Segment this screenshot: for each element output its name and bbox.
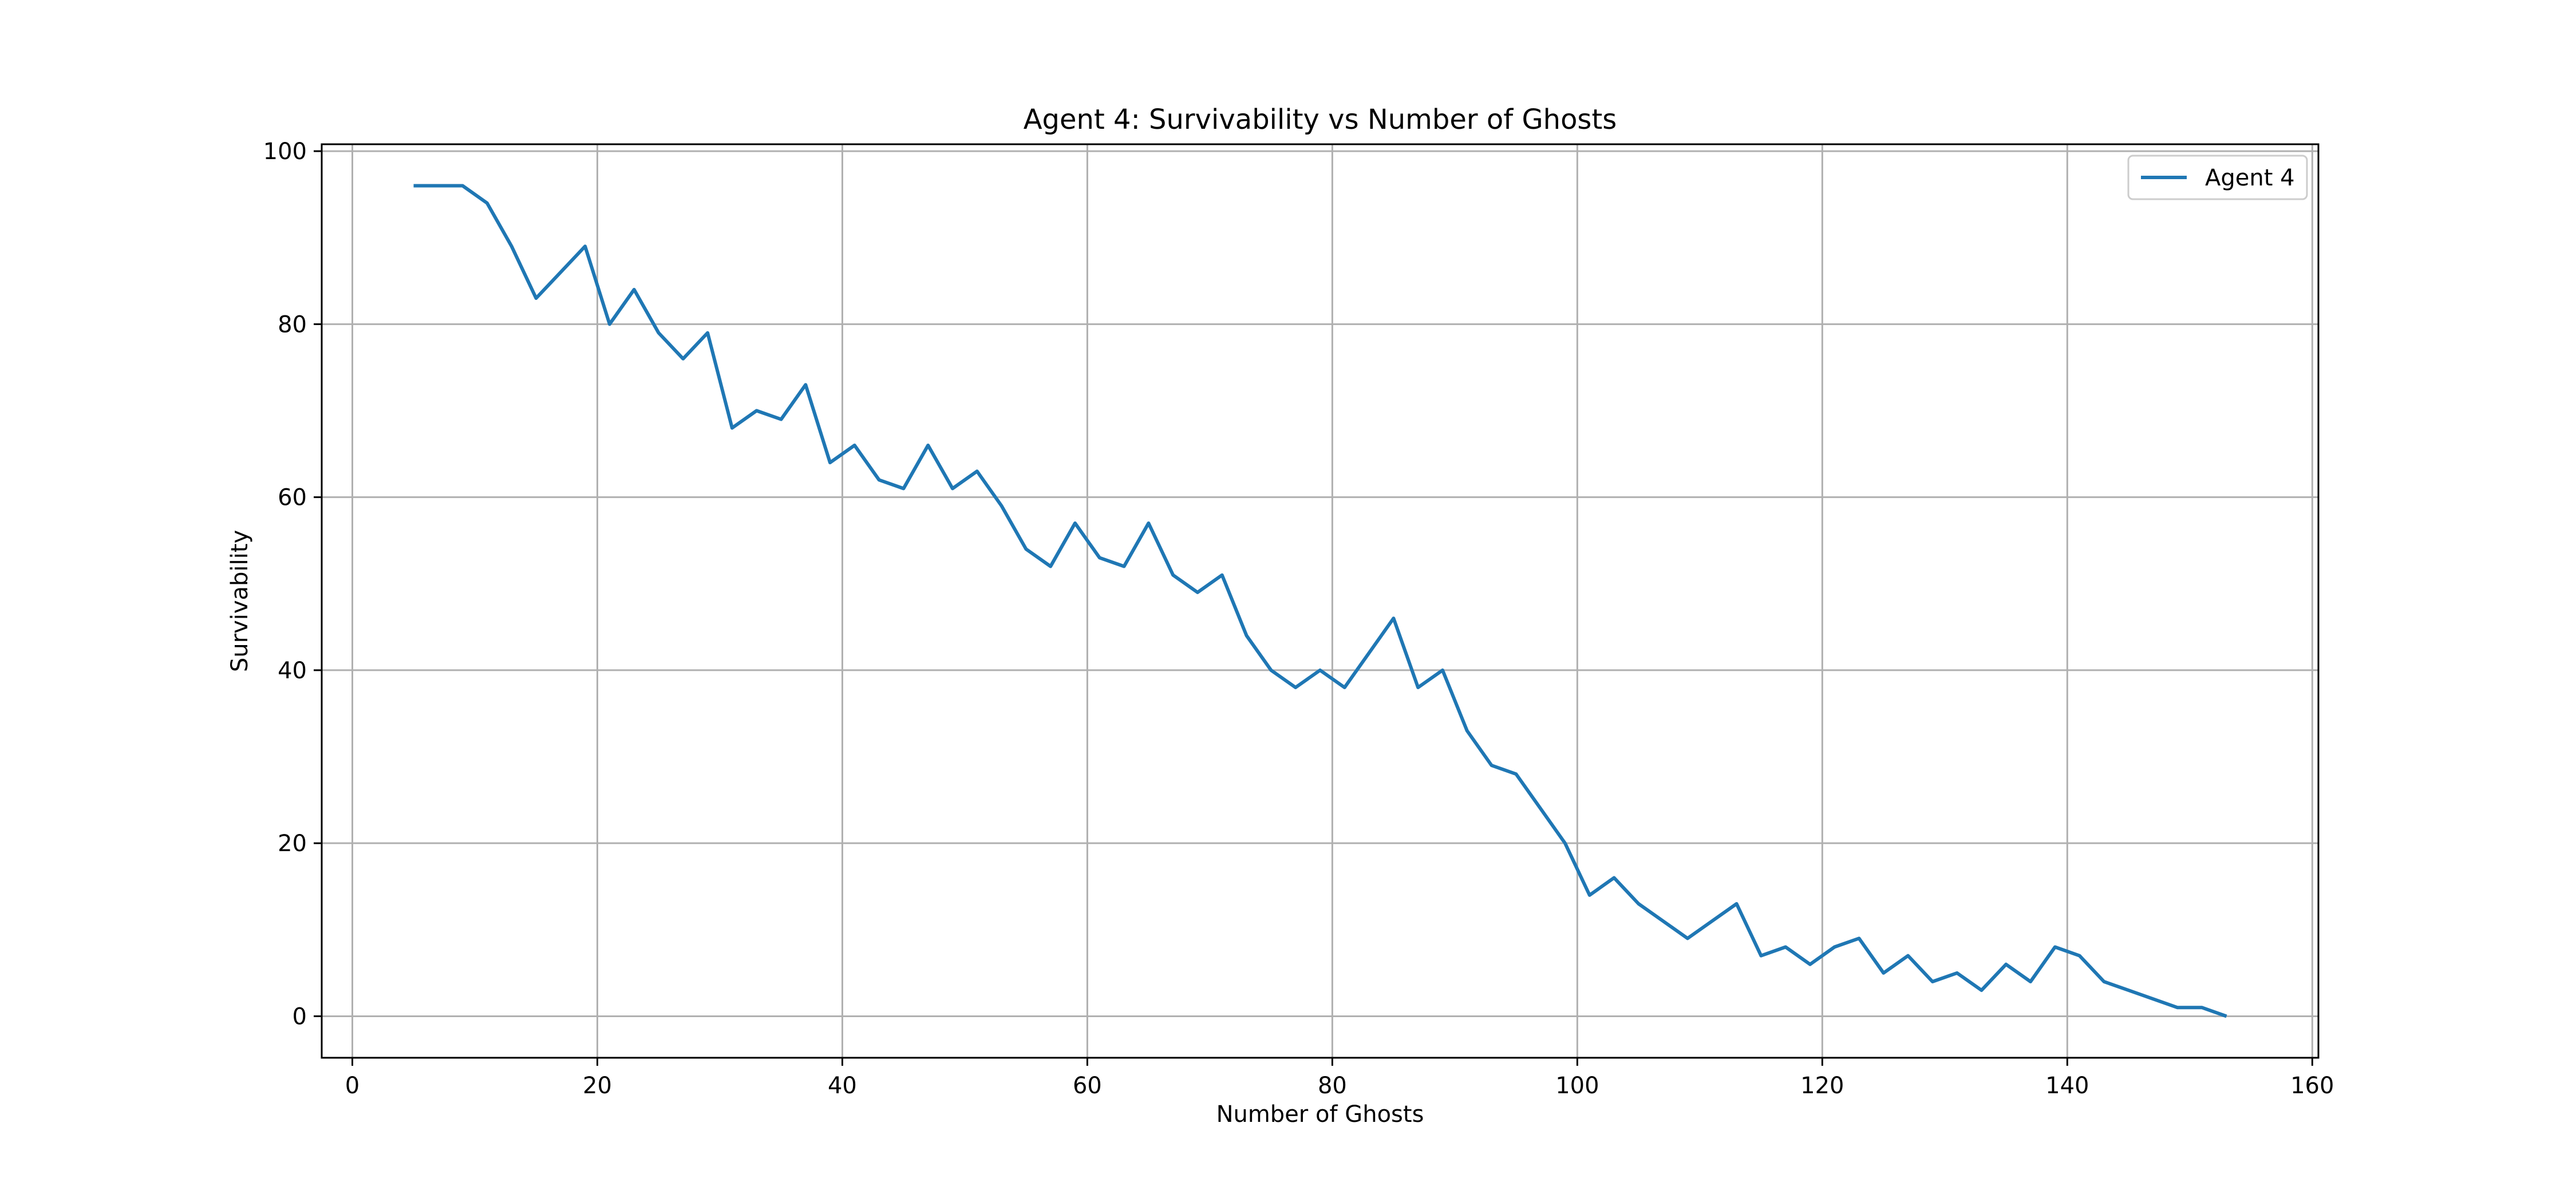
y-axis-ticks: 0 20 40 60 80 100 <box>263 139 322 1030</box>
y-tick-label: 60 <box>278 485 307 511</box>
y-tick-label: 0 <box>293 1003 307 1030</box>
x-tick-label: 100 <box>1555 1073 1599 1099</box>
y-axis-label: Survivability <box>227 530 253 672</box>
x-tick-label: 140 <box>2045 1073 2089 1099</box>
x-tick-label: 160 <box>2290 1073 2334 1099</box>
x-tick-label: 20 <box>583 1073 612 1099</box>
series-line-agent-4 <box>413 184 2227 1018</box>
x-tick-label: 0 <box>345 1073 359 1099</box>
x-tick-label: 120 <box>1800 1073 1844 1099</box>
legend-box <box>2127 155 2308 200</box>
chart-title: Agent 4: Survivability vs Number of Ghos… <box>1024 104 1617 136</box>
x-tick-label: 60 <box>1073 1073 1102 1099</box>
y-tick-label: 40 <box>278 658 307 684</box>
y-tick-label: 100 <box>263 139 307 165</box>
legend: Agent 4 <box>2127 155 2308 200</box>
x-axis-label: Number of Ghosts <box>1216 1101 1424 1128</box>
x-tick-label: 80 <box>1318 1073 1347 1099</box>
plot-area <box>322 144 2318 1058</box>
y-tick-label: 80 <box>278 311 307 338</box>
x-axis-ticks: 0 20 40 60 80 100 120 140 160 <box>345 1058 2334 1099</box>
plot-frame <box>321 143 2320 1059</box>
legend-label-agent-4: Agent 4 <box>2205 165 2295 191</box>
y-tick-label: 20 <box>278 831 307 857</box>
x-tick-label: 40 <box>828 1073 857 1099</box>
x-gridlines <box>351 144 2313 1058</box>
